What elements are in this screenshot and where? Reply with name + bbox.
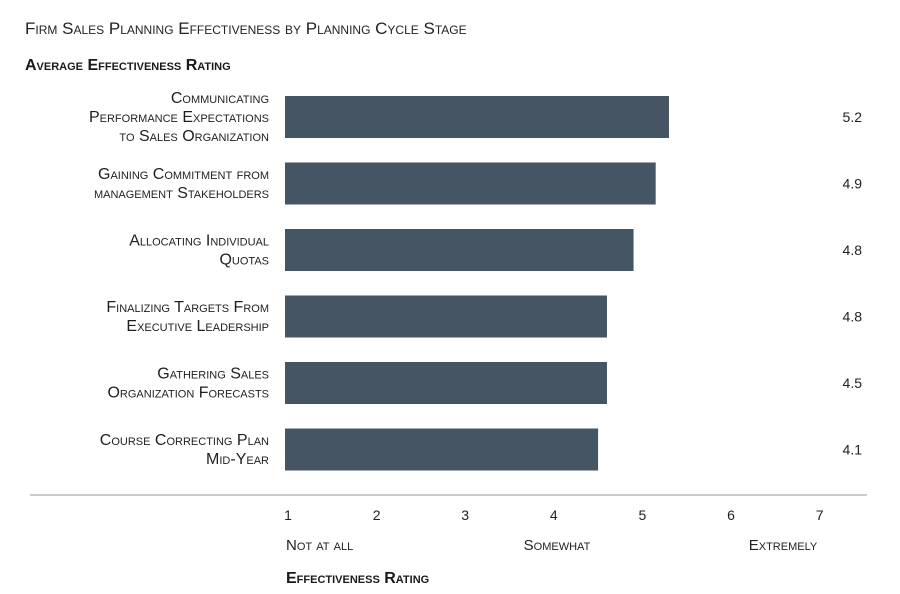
- bar-0: [285, 96, 669, 138]
- x-tick-3: 3: [461, 507, 469, 523]
- value-label-2: 4.8: [843, 242, 863, 258]
- x-tick-5: 5: [639, 507, 647, 523]
- category-label-3-0: Finalizing Targets From: [106, 299, 269, 316]
- category-label-2-0: Allocating Individual: [129, 233, 269, 250]
- category-label-1-1: management Stakeholders: [94, 185, 269, 202]
- value-label-5: 4.1: [843, 442, 863, 458]
- bar-1: [285, 162, 656, 205]
- value-label-3: 4.8: [843, 309, 863, 325]
- bar-5: [285, 428, 599, 471]
- x-tick-1: 1: [284, 507, 292, 523]
- x-tick-2: 2: [373, 507, 381, 523]
- category-label-5-0: Course Correcting Plan: [100, 432, 269, 449]
- value-label-4: 4.5: [843, 375, 863, 391]
- category-label-3-1: Executive Leadership: [126, 318, 269, 335]
- category-label-0-0: Communicating: [171, 90, 269, 107]
- bar-4: [285, 362, 607, 404]
- scale-anchors-group: Not at all Somewhat Extremely: [286, 537, 818, 554]
- category-label-2-1: Quotas: [219, 252, 269, 269]
- category-label-1-0: Gaining Commitment from: [98, 166, 269, 183]
- scale-anchor-2: Extremely: [749, 537, 818, 554]
- category-label-4-0: Gathering Sales: [157, 366, 269, 383]
- bar-2: [285, 229, 634, 271]
- scale-anchor-0: Not at all: [286, 537, 353, 554]
- x-tick-4: 4: [550, 507, 558, 523]
- category-label-5-1: Mid-Year: [206, 451, 269, 468]
- scale-anchor-1: Somewhat: [524, 537, 591, 554]
- category-label-4-1: Organization Forecasts: [107, 385, 269, 402]
- x-tick-7: 7: [816, 507, 824, 523]
- chart-title: Firm Sales Planning Effectiveness by Pla…: [25, 19, 467, 38]
- bars-group: Communicating Performance Expectations to …: [89, 90, 862, 471]
- chart-subtitle: Average Effectiveness Rating: [25, 57, 231, 74]
- value-label-1: 4.9: [843, 176, 863, 192]
- x-ticks-group: 1 2 3 4 5 6 7: [284, 507, 824, 523]
- category-label-0-2: to Sales Organization: [119, 128, 269, 145]
- value-label-0: 5.2: [843, 109, 863, 125]
- bar-3: [285, 295, 607, 338]
- x-axis-title: Effectiveness Rating: [286, 570, 429, 587]
- category-label-0-1: Performance Expectations: [89, 109, 269, 126]
- x-tick-6: 6: [727, 507, 735, 523]
